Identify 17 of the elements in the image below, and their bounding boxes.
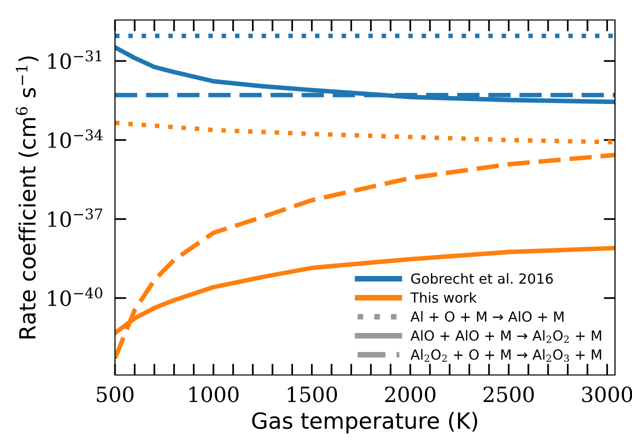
legend-label: Gobrecht et al. 2016 (411, 273, 553, 284)
x-tick-label: 1500 (288, 386, 337, 402)
annotation: Al + O + M → AlO + M (410, 311, 564, 322)
text: Al$_{2}$O$_{2}$ + O + M → Al$_{2}$O$_{3}$ + M (410, 349, 602, 362)
y-tick-label: 10$^{−31}$ (48, 50, 102, 70)
x-tick-label: 3000 (582, 386, 632, 402)
y-tick-label: 10$^{−34}$ (48, 129, 103, 148)
y-tick-label: 10$^{−37}$ (48, 208, 102, 228)
x-axis-title: Gas temperature (K) (252, 412, 478, 434)
x-tick-label: 500 (96, 386, 134, 402)
legend-label: This work (410, 292, 477, 303)
x-tick-label: 1000 (189, 386, 239, 402)
annotation: AlO + AlO + M → Al$_{2}$O$_{2}$ + M (410, 330, 602, 343)
x-tick-label: 2000 (385, 386, 436, 402)
y-axis-title: Rate coefficient (cm$^{6}$ s$^{−1}$) (16, 56, 38, 338)
y-tick-label: 10$^{−40}$ (48, 287, 102, 306)
x-tick-label: 2500 (484, 386, 534, 402)
